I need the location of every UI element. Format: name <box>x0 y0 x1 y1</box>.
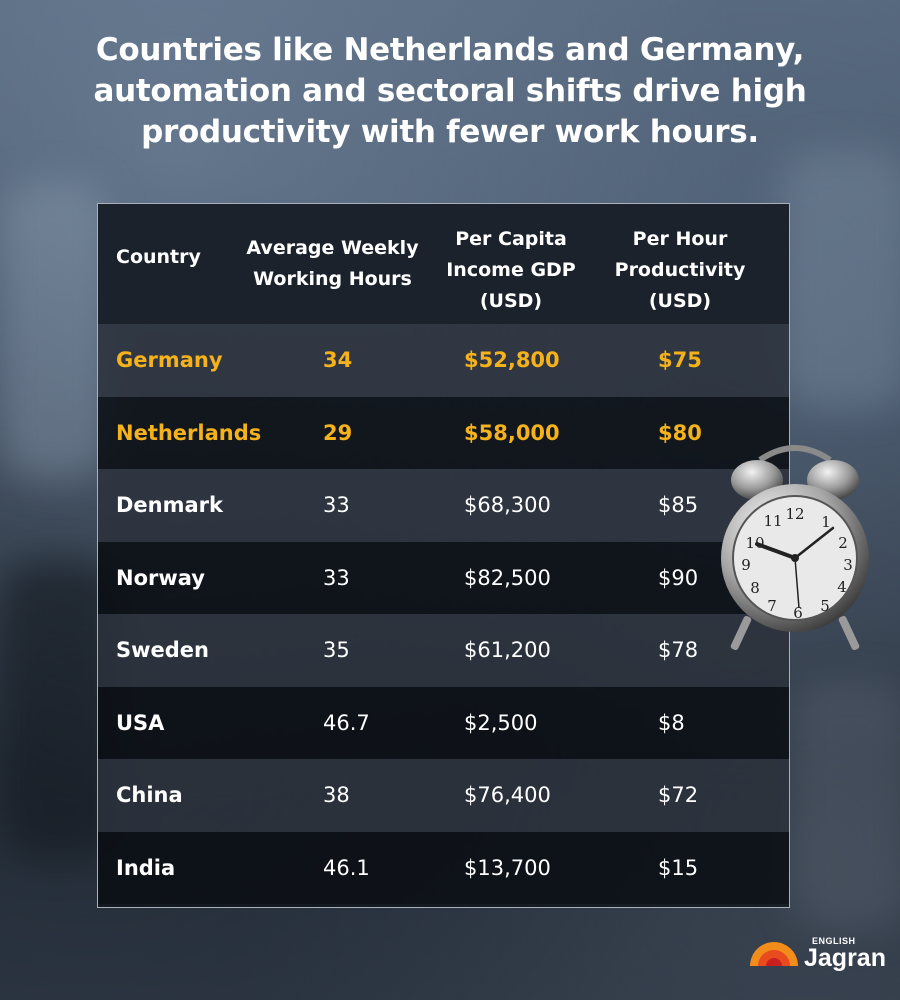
svg-text:10: 10 <box>745 534 764 552</box>
svg-text:3: 3 <box>843 556 853 574</box>
table-header: Country Average Weekly Working Hours Per… <box>98 204 789 324</box>
country-cell: Germany <box>116 348 223 373</box>
svg-text:4: 4 <box>837 578 847 596</box>
header-country: Country <box>116 246 201 268</box>
header-hours: Average Weekly Working Hours <box>246 237 419 290</box>
svg-text:11: 11 <box>763 512 782 530</box>
table-row: China 38 $76,400 $72 <box>98 759 789 832</box>
productivity-cell: $90 <box>658 565 699 590</box>
svg-text:2: 2 <box>838 534 848 552</box>
productivity-cell: $78 <box>658 638 699 663</box>
background-shape <box>790 680 900 930</box>
productivity-cell: $80 <box>658 420 702 445</box>
income-cell: $58,000 <box>464 420 560 445</box>
svg-text:9: 9 <box>741 556 751 574</box>
table-row: Sweden 35 $61,200 $78 <box>98 614 789 687</box>
productivity-cell: $75 <box>658 348 702 373</box>
income-cell: $13,700 <box>464 855 551 880</box>
svg-text:7: 7 <box>767 597 777 615</box>
table-row: Netherlands 29 $58,000 $80 <box>98 396 789 469</box>
svg-text:1: 1 <box>821 513 831 531</box>
hours-cell: 34 <box>323 348 353 373</box>
country-cell: Sweden <box>116 638 209 663</box>
country-cell: India <box>116 855 176 880</box>
table-row: USA 46.7 $2,500 $8 <box>98 686 789 759</box>
productivity-cell: $15 <box>658 855 699 880</box>
income-cell: $76,400 <box>464 783 551 808</box>
background-shape <box>0 180 110 480</box>
hours-cell: 35 <box>323 638 350 663</box>
productivity-cell: $8 <box>658 710 685 735</box>
income-cell: $68,300 <box>464 493 551 518</box>
logo-english-text: ENGLISH <box>812 936 856 946</box>
hours-cell: 46.7 <box>323 710 370 735</box>
country-cell: Norway <box>116 565 205 590</box>
country-cell: Netherlands <box>116 420 262 445</box>
hours-cell: 46.1 <box>323 855 370 880</box>
svg-text:8: 8 <box>750 579 760 597</box>
income-cell: $2,500 <box>464 710 538 735</box>
header-income: Per Capita Income GDP (USD) <box>446 228 576 312</box>
hours-cell: 33 <box>323 565 350 590</box>
data-table: Country Average Weekly Working Hours Per… <box>97 203 790 908</box>
country-cell: Denmark <box>116 493 223 518</box>
background-shape <box>780 150 900 410</box>
jagran-logo <box>750 942 798 966</box>
table-row: Germany 34 $52,800 $75 <box>98 324 789 397</box>
hours-cell: 38 <box>323 783 350 808</box>
header-productivity: Per Hour Productivity (USD) <box>614 228 746 312</box>
hours-cell: 33 <box>323 493 350 518</box>
productivity-cell: $85 <box>658 493 699 518</box>
income-cell: $52,800 <box>464 348 560 373</box>
country-cell: China <box>116 783 183 808</box>
svg-text:6: 6 <box>793 604 803 622</box>
svg-text:12: 12 <box>785 505 804 523</box>
logo-jagran-text: Jagran <box>804 944 886 972</box>
page-title: Countries like Netherlands and Germany, … <box>93 32 807 150</box>
productivity-cell: $72 <box>658 783 699 808</box>
table-row: Norway 33 $82,500 $90 <box>98 541 789 614</box>
income-cell: $61,200 <box>464 638 551 663</box>
svg-text:5: 5 <box>820 597 830 615</box>
table-row: India 46.1 $13,700 $15 <box>98 831 789 904</box>
hours-cell: 29 <box>323 420 353 445</box>
table-row: Denmark 33 $68,300 $85 <box>98 469 789 542</box>
income-cell: $82,500 <box>464 565 551 590</box>
table-body: Germany 34 $52,800 $75 Netherlands 29 $58,000 $… <box>98 324 789 904</box>
country-cell: USA <box>116 710 165 735</box>
